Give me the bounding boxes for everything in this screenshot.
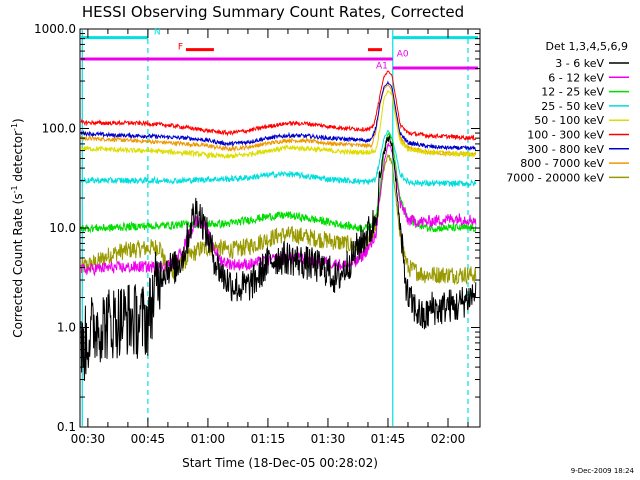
legend-label-8: 7000 - 20000 keV bbox=[506, 171, 604, 184]
date-stamp: 9-Dec-2009 18:24 bbox=[571, 467, 635, 475]
x-axis-ticks: 00:30 00:45 01:00 01:15 01:30 01:45 02:00 bbox=[71, 29, 469, 446]
legend-title: Det 1,3,4,5,6,9 bbox=[545, 40, 628, 53]
series-line-3 bbox=[80, 129, 477, 188]
y-tick-label-2: 10.0 bbox=[49, 221, 76, 235]
y-tick-label-0: 0.1 bbox=[57, 420, 76, 434]
series-line-6 bbox=[80, 80, 476, 151]
y-axis-label-end: ) bbox=[11, 118, 25, 123]
flag-label-0: N bbox=[154, 28, 161, 38]
y-tick-label-1: 1.0 bbox=[57, 321, 76, 335]
legend-label-3: 25 - 50 keV bbox=[541, 100, 604, 113]
flag-label-1: F bbox=[178, 43, 183, 53]
legend-label-4: 50 - 100 keV bbox=[534, 114, 604, 127]
x-tick-label-3: 01:15 bbox=[251, 432, 286, 446]
series-line-4 bbox=[81, 89, 476, 160]
y-axis-label-mid: detector bbox=[11, 131, 25, 186]
y-axis-label-main: Corrected Count Rate (s bbox=[11, 193, 25, 337]
legend-label-1: 6 - 12 keV bbox=[548, 71, 604, 84]
flag-label-3: A0 bbox=[397, 49, 409, 59]
legend-label-7: 800 - 7000 keV bbox=[520, 157, 604, 170]
y-tick-label-3: 100.0 bbox=[42, 122, 76, 136]
x-tick-label-1: 00:45 bbox=[131, 432, 166, 446]
series-line-0 bbox=[80, 135, 477, 381]
legend-label-2: 12 - 25 keV bbox=[541, 86, 604, 99]
y-axis-label: Corrected Count Rate (s-1 detector-1) bbox=[10, 118, 25, 337]
x-tick-label-6: 02:00 bbox=[431, 432, 466, 446]
series-lines bbox=[80, 70, 477, 381]
legend-label-0: 3 - 6 keV bbox=[555, 57, 604, 70]
legend-label-6: 300 - 800 keV bbox=[527, 143, 604, 156]
x-axis-label: Start Time (18-Dec-05 00:28:02) bbox=[182, 456, 378, 470]
flag-label-2: A1 bbox=[376, 62, 388, 72]
x-tick-label-0: 00:30 bbox=[71, 432, 106, 446]
y-axis-label-sup2: -1 bbox=[10, 123, 19, 131]
x-tick-label-4: 01:30 bbox=[311, 432, 346, 446]
legend-label-5: 100 - 300 keV bbox=[527, 129, 604, 142]
x-tick-label-5: 01:45 bbox=[371, 432, 406, 446]
series-line-5 bbox=[80, 70, 477, 141]
series-line-8 bbox=[80, 153, 477, 286]
y-tick-label-4: 1000.0 bbox=[34, 22, 76, 36]
chart-title: HESSI Observing Summary Count Rates, Cor… bbox=[82, 3, 464, 21]
y-axis-label-sup1: -1 bbox=[10, 185, 19, 193]
flag-bars: N F A1 A0 bbox=[81, 28, 478, 72]
y-axis-ticks: 0.1 1.0 10.0 100.0 1000.0 bbox=[34, 22, 480, 434]
x-tick-label-2: 01:00 bbox=[191, 432, 226, 446]
